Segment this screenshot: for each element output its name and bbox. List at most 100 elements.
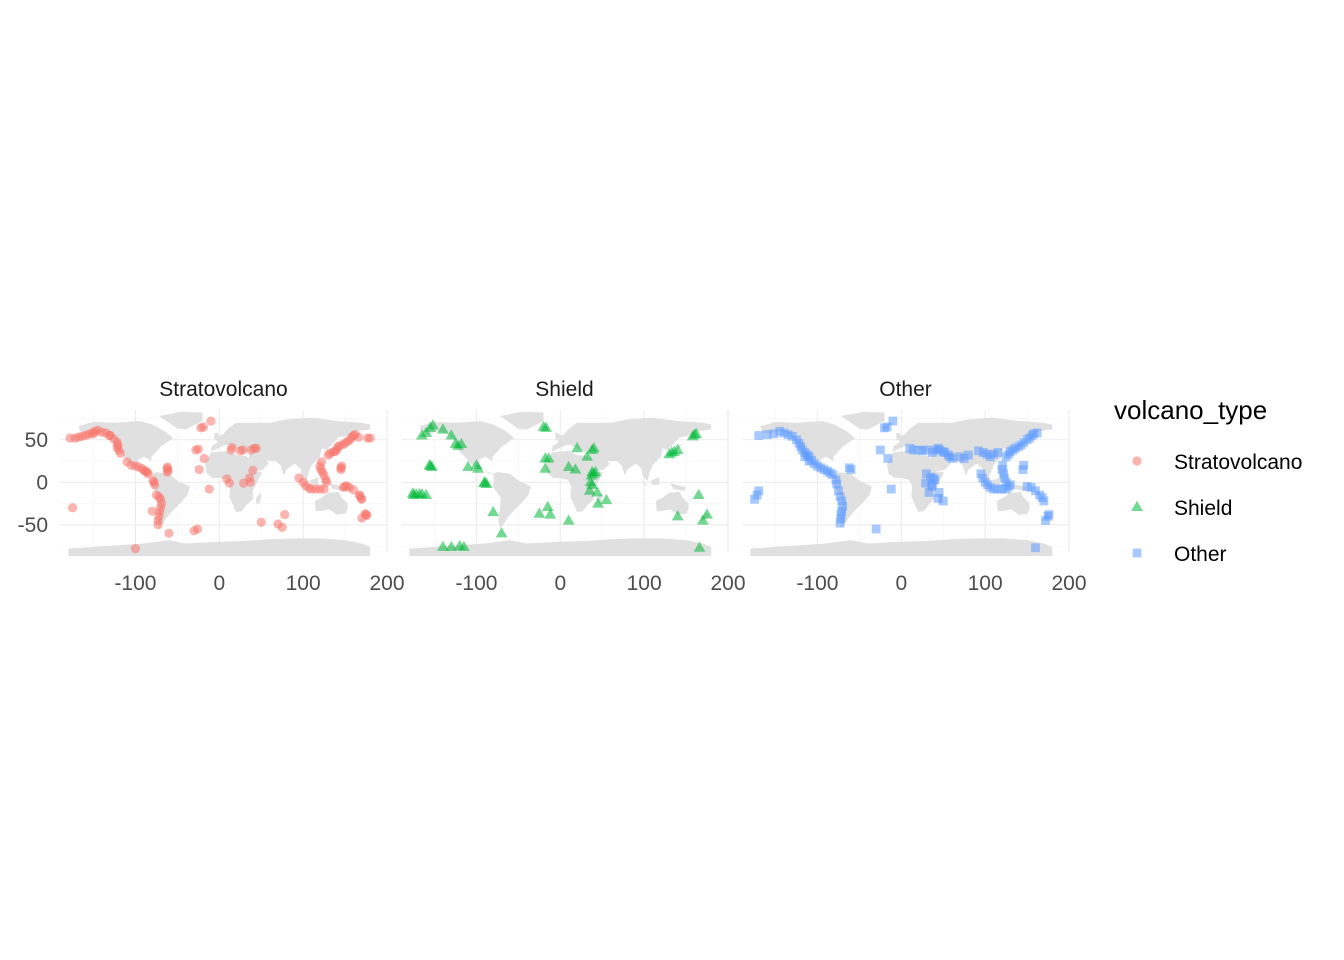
data-point [150, 480, 160, 490]
data-point [930, 475, 940, 485]
data-point [206, 416, 216, 426]
data-point [600, 493, 613, 505]
legend-key-shield [1131, 500, 1143, 512]
data-point [933, 494, 943, 503]
points-stratovolcano [65, 416, 375, 554]
data-point [317, 457, 327, 467]
x-tick-label: 200 [1051, 572, 1086, 595]
data-point [762, 430, 772, 440]
data-point [583, 484, 596, 495]
y-tick-label: 0 [36, 471, 48, 494]
y-tick-label: 50 [25, 429, 48, 452]
data-point [1039, 496, 1049, 506]
data-point [164, 528, 174, 538]
data-point [883, 454, 893, 463]
data-point [875, 445, 885, 455]
data-point [888, 416, 898, 426]
data-point [1041, 516, 1050, 525]
y-tick-label: -50 [18, 514, 48, 537]
data-point [924, 488, 934, 497]
x-tick-label: -100 [796, 572, 838, 595]
data-point [162, 462, 172, 472]
data-point [147, 506, 157, 516]
data-point [199, 453, 209, 464]
legend-key-other [1132, 548, 1142, 558]
data-point [445, 429, 458, 440]
data-point [834, 486, 843, 496]
data-point [690, 427, 703, 438]
data-point [97, 427, 107, 437]
legend-label: Stratovolcano [1174, 451, 1302, 474]
data-point [544, 508, 557, 519]
data-point [835, 518, 845, 528]
data-point [838, 501, 848, 511]
data-point [449, 437, 462, 449]
data-point [248, 465, 258, 475]
x-tick-label: -100 [455, 572, 497, 595]
data-point [938, 496, 948, 506]
data-point [437, 423, 449, 434]
data-point [692, 488, 705, 500]
data-point [921, 478, 931, 488]
data-point [353, 432, 364, 442]
data-point [445, 540, 458, 551]
x-tick-label: 0 [895, 572, 907, 595]
data-point [472, 462, 485, 473]
data-point [406, 487, 419, 498]
data-point [198, 422, 208, 432]
data-point [541, 500, 554, 511]
data-point [955, 452, 965, 462]
data-point [998, 460, 1008, 470]
data-point [194, 464, 204, 475]
data-point [238, 445, 248, 455]
data-point [457, 540, 470, 551]
data-point [908, 445, 918, 455]
data-point [130, 543, 141, 554]
data-point [239, 478, 249, 488]
legend-key-stratovolcano [1132, 456, 1142, 466]
data-point [1019, 460, 1029, 470]
x-tick-label: 200 [369, 572, 404, 595]
data-point [927, 482, 936, 491]
data-point [671, 510, 684, 521]
data-point [280, 509, 290, 520]
data-point [533, 507, 546, 518]
data-point [537, 420, 550, 432]
data-point [837, 496, 847, 506]
data-point [277, 522, 287, 532]
x-tick-label: 100 [627, 572, 662, 595]
data-point [592, 497, 604, 508]
data-point [586, 443, 599, 454]
data-point [948, 454, 957, 463]
data-point [974, 446, 983, 456]
data-point [437, 540, 449, 551]
data-point [426, 460, 438, 472]
data-point [671, 443, 684, 454]
data-point [832, 479, 842, 489]
data-point [193, 444, 203, 454]
facet-strip-label: Shield [535, 378, 593, 401]
facet-panel-stratovolcano: Stratovolcano -100 0 100 200 [60, 378, 405, 595]
data-point [337, 461, 347, 471]
data-point [222, 474, 232, 484]
data-point [357, 513, 367, 523]
x-tick-label: 100 [968, 572, 1003, 595]
data-point [562, 514, 575, 525]
data-point [591, 486, 604, 497]
data-point [922, 445, 931, 455]
data-point [67, 503, 78, 513]
data-point [562, 460, 575, 472]
data-point [245, 477, 255, 487]
data-point [487, 505, 500, 517]
data-point [871, 524, 881, 534]
facet-strip-label: Stratovolcano [159, 378, 287, 401]
data-point [581, 450, 594, 461]
x-tick-label: 200 [710, 572, 745, 595]
data-point [542, 452, 555, 463]
data-point [495, 527, 508, 538]
points-shield [406, 419, 713, 552]
data-point [828, 470, 837, 480]
data-point [192, 524, 203, 534]
data-point [539, 462, 552, 473]
